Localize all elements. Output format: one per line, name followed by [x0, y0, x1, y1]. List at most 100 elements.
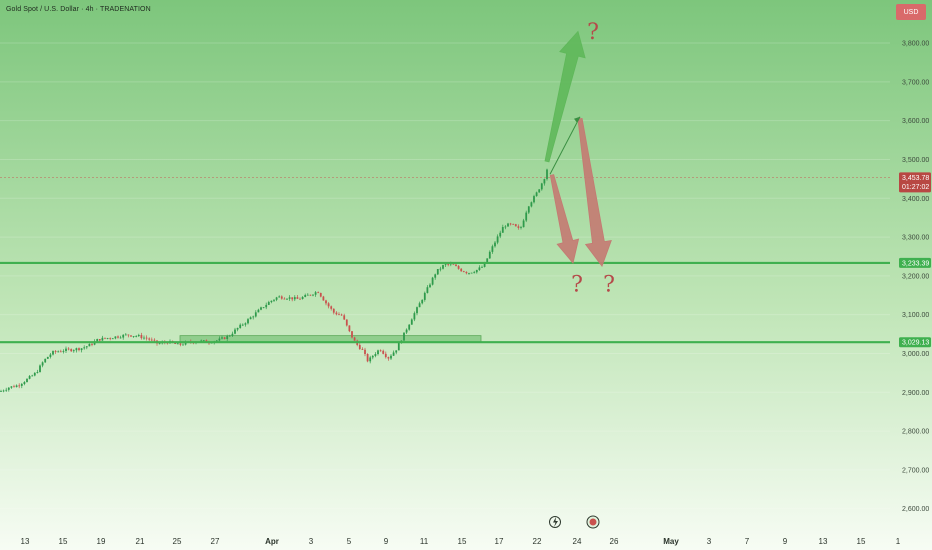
candle [312, 294, 314, 296]
candle [241, 324, 244, 326]
earnings-event-icon[interactable] [549, 516, 561, 528]
candle [460, 268, 463, 272]
candle [379, 350, 382, 352]
level-price-badge [899, 337, 931, 348]
bullish-projection-arrow[interactable] [544, 30, 586, 163]
candle [421, 299, 424, 304]
time-axis[interactable]: 13 15 19 21 25 27 Apr 3 5 9 11 15 17 22 24 26 May 3 7 9 13 15… [21, 537, 901, 546]
time-tick-label: 7 [745, 537, 750, 546]
candle [371, 355, 374, 358]
candle [504, 226, 507, 228]
candle [130, 335, 132, 337]
level-price-badge-label: 3,029.13 [902, 340, 929, 347]
levels-layer [0, 177, 890, 344]
candle [234, 329, 236, 334]
candle [13, 386, 15, 388]
candle [405, 329, 408, 333]
candle [327, 303, 330, 307]
candle [174, 342, 177, 344]
candle [70, 349, 73, 352]
candle [361, 348, 364, 350]
candle [39, 365, 41, 373]
question-mark-annotation[interactable]: ? [571, 272, 583, 297]
candle [514, 224, 517, 227]
candle [104, 337, 106, 339]
bearish-projection-arrow[interactable] [549, 174, 580, 264]
time-tick-label: 15 [59, 537, 68, 546]
price-tick-label: 3,400.00 [902, 196, 929, 203]
candle [49, 354, 52, 357]
candle [135, 336, 138, 337]
time-tick-label: 13 [819, 537, 828, 546]
candle [403, 332, 405, 341]
candle [395, 350, 398, 353]
question-mark-annotation[interactable]: ? [587, 20, 599, 45]
level-price-badge-label: 3,233.39 [902, 260, 929, 267]
candle [507, 223, 509, 227]
candle [291, 297, 294, 300]
time-tick-label: Apr [265, 537, 279, 546]
candle [520, 227, 522, 228]
candle [158, 343, 161, 345]
candle [483, 263, 486, 267]
candle [314, 292, 317, 295]
candle [496, 236, 499, 243]
candle [80, 348, 83, 351]
time-tick-label: 11 [420, 537, 429, 546]
candle [390, 355, 392, 359]
candle [41, 362, 44, 366]
time-tick-label: 26 [610, 537, 619, 546]
candle [293, 297, 296, 300]
price-tick-label: 2,700.00 [902, 467, 929, 474]
price-axis[interactable]: 3,800.00 3,700.00 3,600.00 3,500.00 3,400.00… [899, 41, 931, 514]
candle [26, 378, 28, 383]
candle [522, 220, 525, 228]
time-tick-label: 3 [707, 537, 712, 546]
candle [288, 297, 291, 299]
candle [98, 339, 101, 341]
candle [59, 351, 62, 353]
candle [75, 348, 78, 351]
candle [78, 348, 80, 351]
candle [20, 383, 23, 386]
candle [273, 299, 275, 301]
bearish-projection-arrow-2[interactable] [577, 117, 612, 268]
candle [488, 251, 491, 259]
trend-projection-line[interactable] [549, 116, 581, 175]
candle [286, 298, 288, 300]
candle [452, 263, 455, 265]
candle [387, 357, 390, 359]
candle [252, 316, 255, 318]
candle [283, 298, 286, 300]
candle [423, 292, 426, 300]
price-tick-label: 3,600.00 [902, 118, 929, 125]
candle [413, 313, 416, 320]
price-tick-label: 3,500.00 [902, 157, 929, 164]
candle [33, 372, 36, 376]
candle [317, 292, 320, 294]
event-icons-layer [549, 515, 600, 529]
candle [481, 266, 483, 268]
time-tick-label: 15 [857, 537, 866, 546]
question-mark-annotation[interactable]: ? [603, 272, 615, 297]
candle [538, 189, 541, 193]
current-price-badge-countdown: 01:27:02 [902, 184, 929, 191]
candle [244, 323, 247, 325]
candle [353, 337, 356, 341]
candle [533, 196, 535, 203]
candle [202, 340, 205, 342]
candle [345, 319, 348, 326]
candle [101, 337, 104, 341]
candle [434, 274, 437, 278]
candle [330, 306, 333, 309]
candle [442, 265, 444, 269]
candle [325, 300, 327, 304]
candle [369, 357, 372, 362]
candle [111, 338, 114, 340]
symbol-header[interactable]: Gold Spot / U.S. Dollar · 4h · TRADENATI… [6, 6, 151, 13]
currency-button[interactable]: USD [896, 4, 926, 20]
candle [137, 334, 140, 337]
candle [470, 272, 473, 274]
